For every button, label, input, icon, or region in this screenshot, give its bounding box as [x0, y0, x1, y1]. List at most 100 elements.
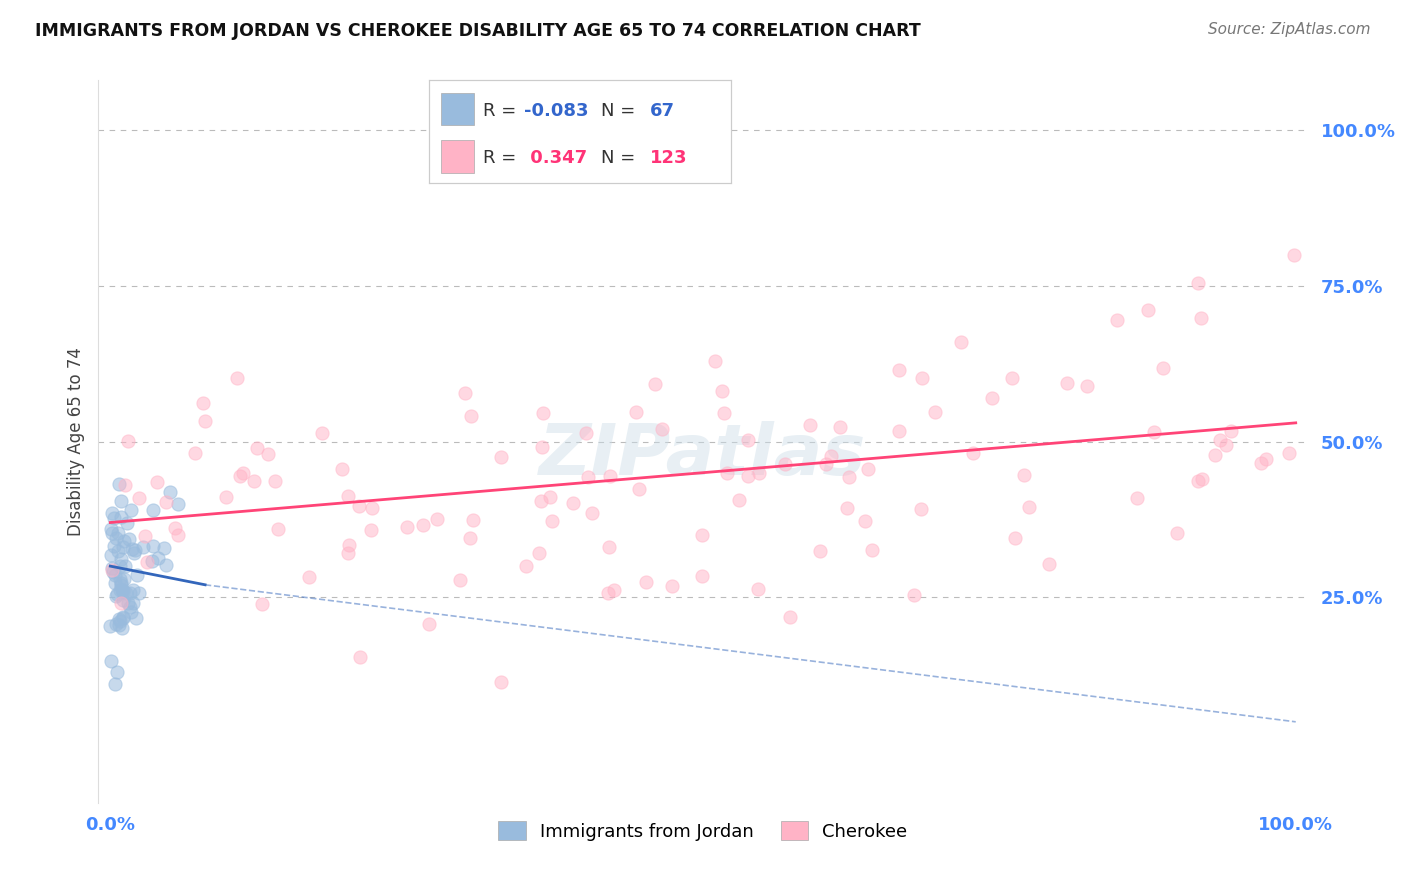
Point: [142, 539, 165, 553]
Point: [531, 406, 554, 420]
Point: [166, 528, 188, 542]
Point: [152, 541, 174, 555]
Point: [112, 573, 135, 587]
Point: [111, 611, 134, 625]
Point: [395, 519, 418, 533]
Point: [690, 528, 713, 542]
Point: [810, 544, 832, 558]
Point: [264, 474, 287, 488]
Point: [1014, 468, 1036, 483]
Point: [101, 565, 124, 579]
Point: [838, 470, 860, 484]
Text: -0.083: -0.083: [524, 102, 589, 120]
Point: [418, 616, 440, 631]
Point: [135, 555, 157, 569]
Point: [146, 551, 169, 566]
Point: [627, 483, 650, 497]
Point: [1001, 371, 1024, 385]
Point: [1125, 491, 1147, 505]
Text: N =: N =: [602, 149, 641, 167]
Point: [115, 586, 138, 600]
Text: IMMIGRANTS FROM JORDAN VS CHEROKEE DISABILITY AGE 65 TO 74 CORRELATION CHART: IMMIGRANTS FROM JORDAN VS CHEROKEE DISAB…: [35, 22, 921, 40]
Point: [1143, 425, 1166, 439]
Point: [311, 426, 333, 441]
Point: [114, 478, 136, 492]
Point: [598, 540, 620, 554]
Point: [112, 533, 135, 548]
Point: [110, 578, 132, 592]
Point: [100, 654, 122, 668]
Point: [347, 500, 370, 514]
Text: R =: R =: [484, 149, 522, 167]
Point: [155, 495, 177, 509]
Point: [108, 559, 131, 574]
Point: [460, 409, 482, 424]
Point: [1137, 303, 1160, 318]
Point: [111, 583, 134, 598]
Point: [889, 363, 911, 377]
Point: [1215, 438, 1237, 452]
Point: [575, 425, 598, 440]
Point: [184, 446, 207, 460]
Point: [100, 522, 122, 536]
Point: [297, 570, 319, 584]
Point: [860, 543, 883, 558]
Point: [1105, 313, 1128, 327]
Point: [336, 546, 359, 560]
Point: [98, 618, 121, 632]
Point: [337, 538, 360, 552]
Point: [603, 583, 626, 598]
Text: 123: 123: [650, 149, 688, 167]
Point: [853, 514, 876, 528]
Point: [108, 583, 131, 598]
Point: [105, 589, 128, 603]
Point: [107, 612, 129, 626]
Point: [100, 506, 122, 520]
Point: [748, 466, 770, 480]
Point: [115, 516, 138, 531]
Point: [114, 558, 136, 573]
Point: [134, 529, 156, 543]
Point: [426, 511, 449, 525]
Point: [889, 425, 911, 439]
Point: [103, 539, 125, 553]
Point: [820, 449, 842, 463]
Point: [120, 503, 142, 517]
Point: [167, 497, 190, 511]
Point: [107, 476, 129, 491]
Point: [911, 371, 934, 385]
Point: [104, 616, 127, 631]
Point: [256, 447, 278, 461]
Point: [644, 377, 666, 392]
Point: [651, 422, 673, 436]
Point: [910, 502, 932, 516]
Point: [1277, 446, 1299, 460]
Point: [703, 354, 725, 368]
Point: [118, 586, 141, 600]
Point: [111, 622, 134, 636]
Point: [1191, 472, 1213, 486]
Point: [267, 522, 290, 536]
Point: [716, 466, 738, 480]
Point: [117, 434, 139, 449]
Point: [837, 500, 859, 515]
Point: [1004, 531, 1026, 545]
Point: [100, 561, 122, 575]
Point: [101, 563, 124, 577]
Point: [103, 511, 125, 525]
Point: [225, 370, 247, 384]
Point: [924, 405, 946, 419]
Text: 0.347: 0.347: [524, 149, 588, 167]
Point: [515, 558, 537, 573]
Point: [105, 531, 128, 545]
Point: [112, 593, 135, 607]
Point: [104, 576, 127, 591]
Point: [1038, 558, 1060, 572]
FancyBboxPatch shape: [441, 140, 474, 173]
Point: [1076, 379, 1098, 393]
Text: ZIPatlas: ZIPatlas: [540, 422, 866, 491]
Point: [110, 596, 132, 610]
Point: [107, 544, 129, 558]
Point: [155, 558, 177, 573]
Point: [412, 517, 434, 532]
